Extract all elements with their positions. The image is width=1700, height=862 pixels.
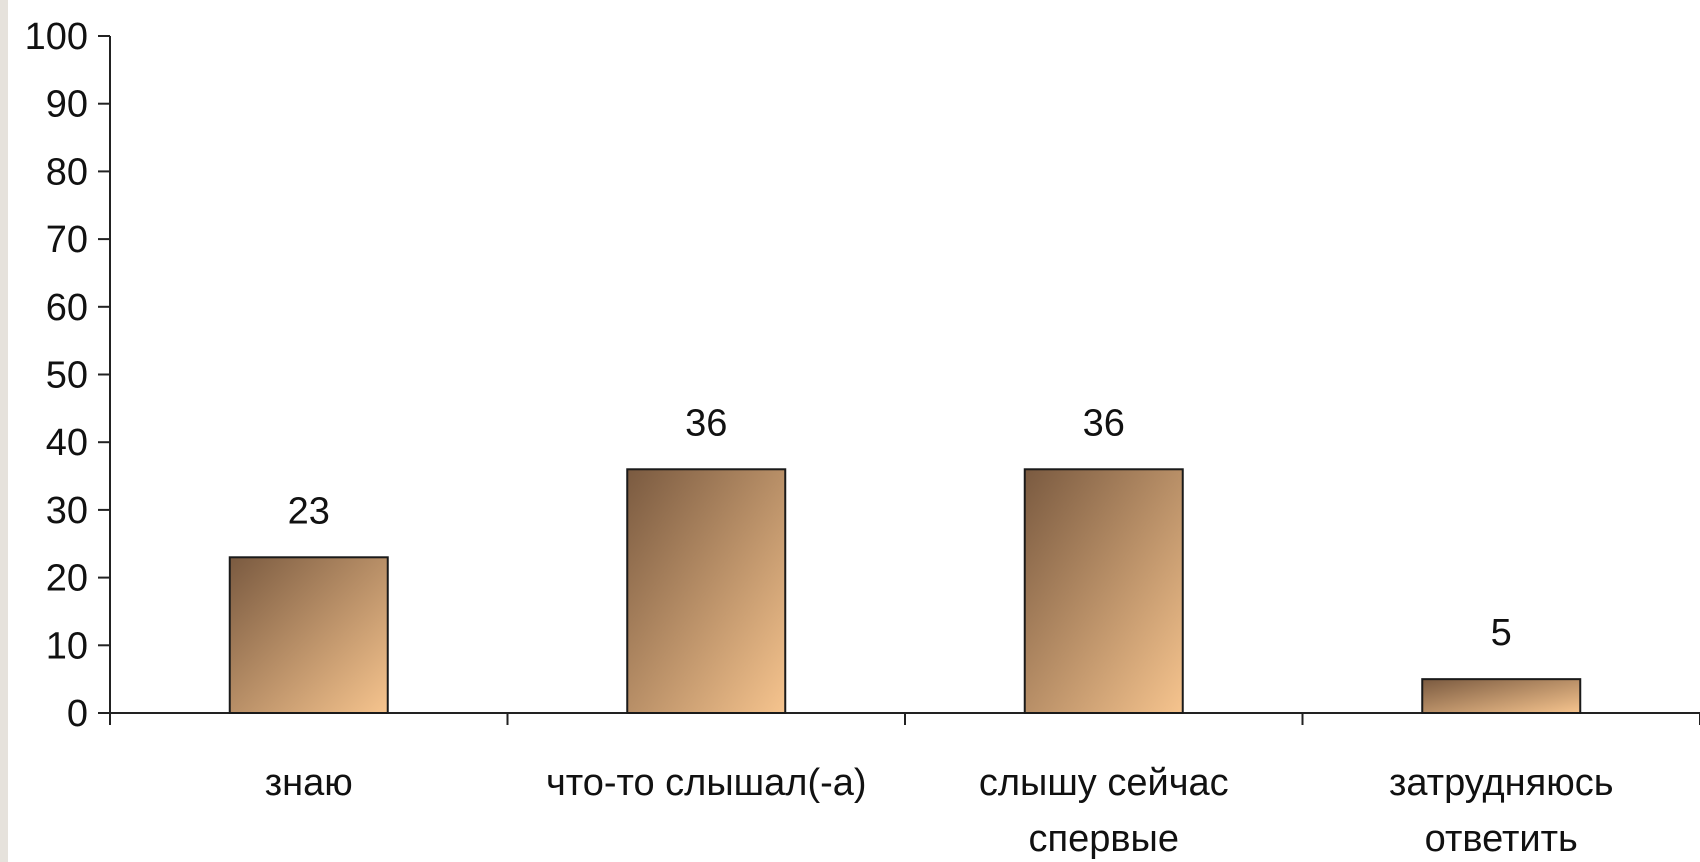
- bar: [228, 556, 389, 714]
- y-tick-label: 40: [46, 422, 88, 464]
- bar: [626, 468, 787, 714]
- data-label: 5: [1491, 612, 1512, 654]
- category-label: слышу сейчас: [979, 762, 1229, 804]
- y-tick-label: 30: [46, 490, 88, 532]
- bar: [1421, 678, 1582, 715]
- category-label: спервые: [1029, 818, 1179, 860]
- y-tick-label: 0: [67, 693, 88, 735]
- y-tick-label: 90: [46, 84, 88, 126]
- data-label: 36: [685, 402, 727, 444]
- y-tick-label: 70: [46, 219, 88, 261]
- category-label: знаю: [265, 762, 353, 804]
- y-tick-label: 60: [46, 287, 88, 329]
- data-labels: 23 36 36 5: [288, 402, 1512, 654]
- bar: [1023, 468, 1184, 714]
- category-labels: знаю что-то слышал(-а) слышу сейчас спервые…: [265, 762, 1614, 860]
- y-tick-label: 50: [46, 355, 88, 397]
- bars: [228, 468, 1582, 715]
- y-tick-label: 10: [46, 625, 88, 667]
- y-axis: 0 10 20 30 40 50 60 70 80 90 100: [25, 16, 111, 735]
- category-label: затрудняюсь: [1389, 762, 1614, 804]
- y-tick-label: 100: [25, 16, 88, 58]
- y-tick-label: 80: [46, 151, 88, 193]
- data-label: 23: [288, 490, 330, 532]
- category-label: ответить: [1425, 818, 1578, 860]
- y-tick-label: 20: [46, 558, 88, 600]
- x-axis: [109, 712, 1700, 725]
- data-label: 36: [1083, 402, 1125, 444]
- left-edge-strip: [0, 0, 8, 862]
- category-label: что-то слышал(-а): [546, 762, 867, 804]
